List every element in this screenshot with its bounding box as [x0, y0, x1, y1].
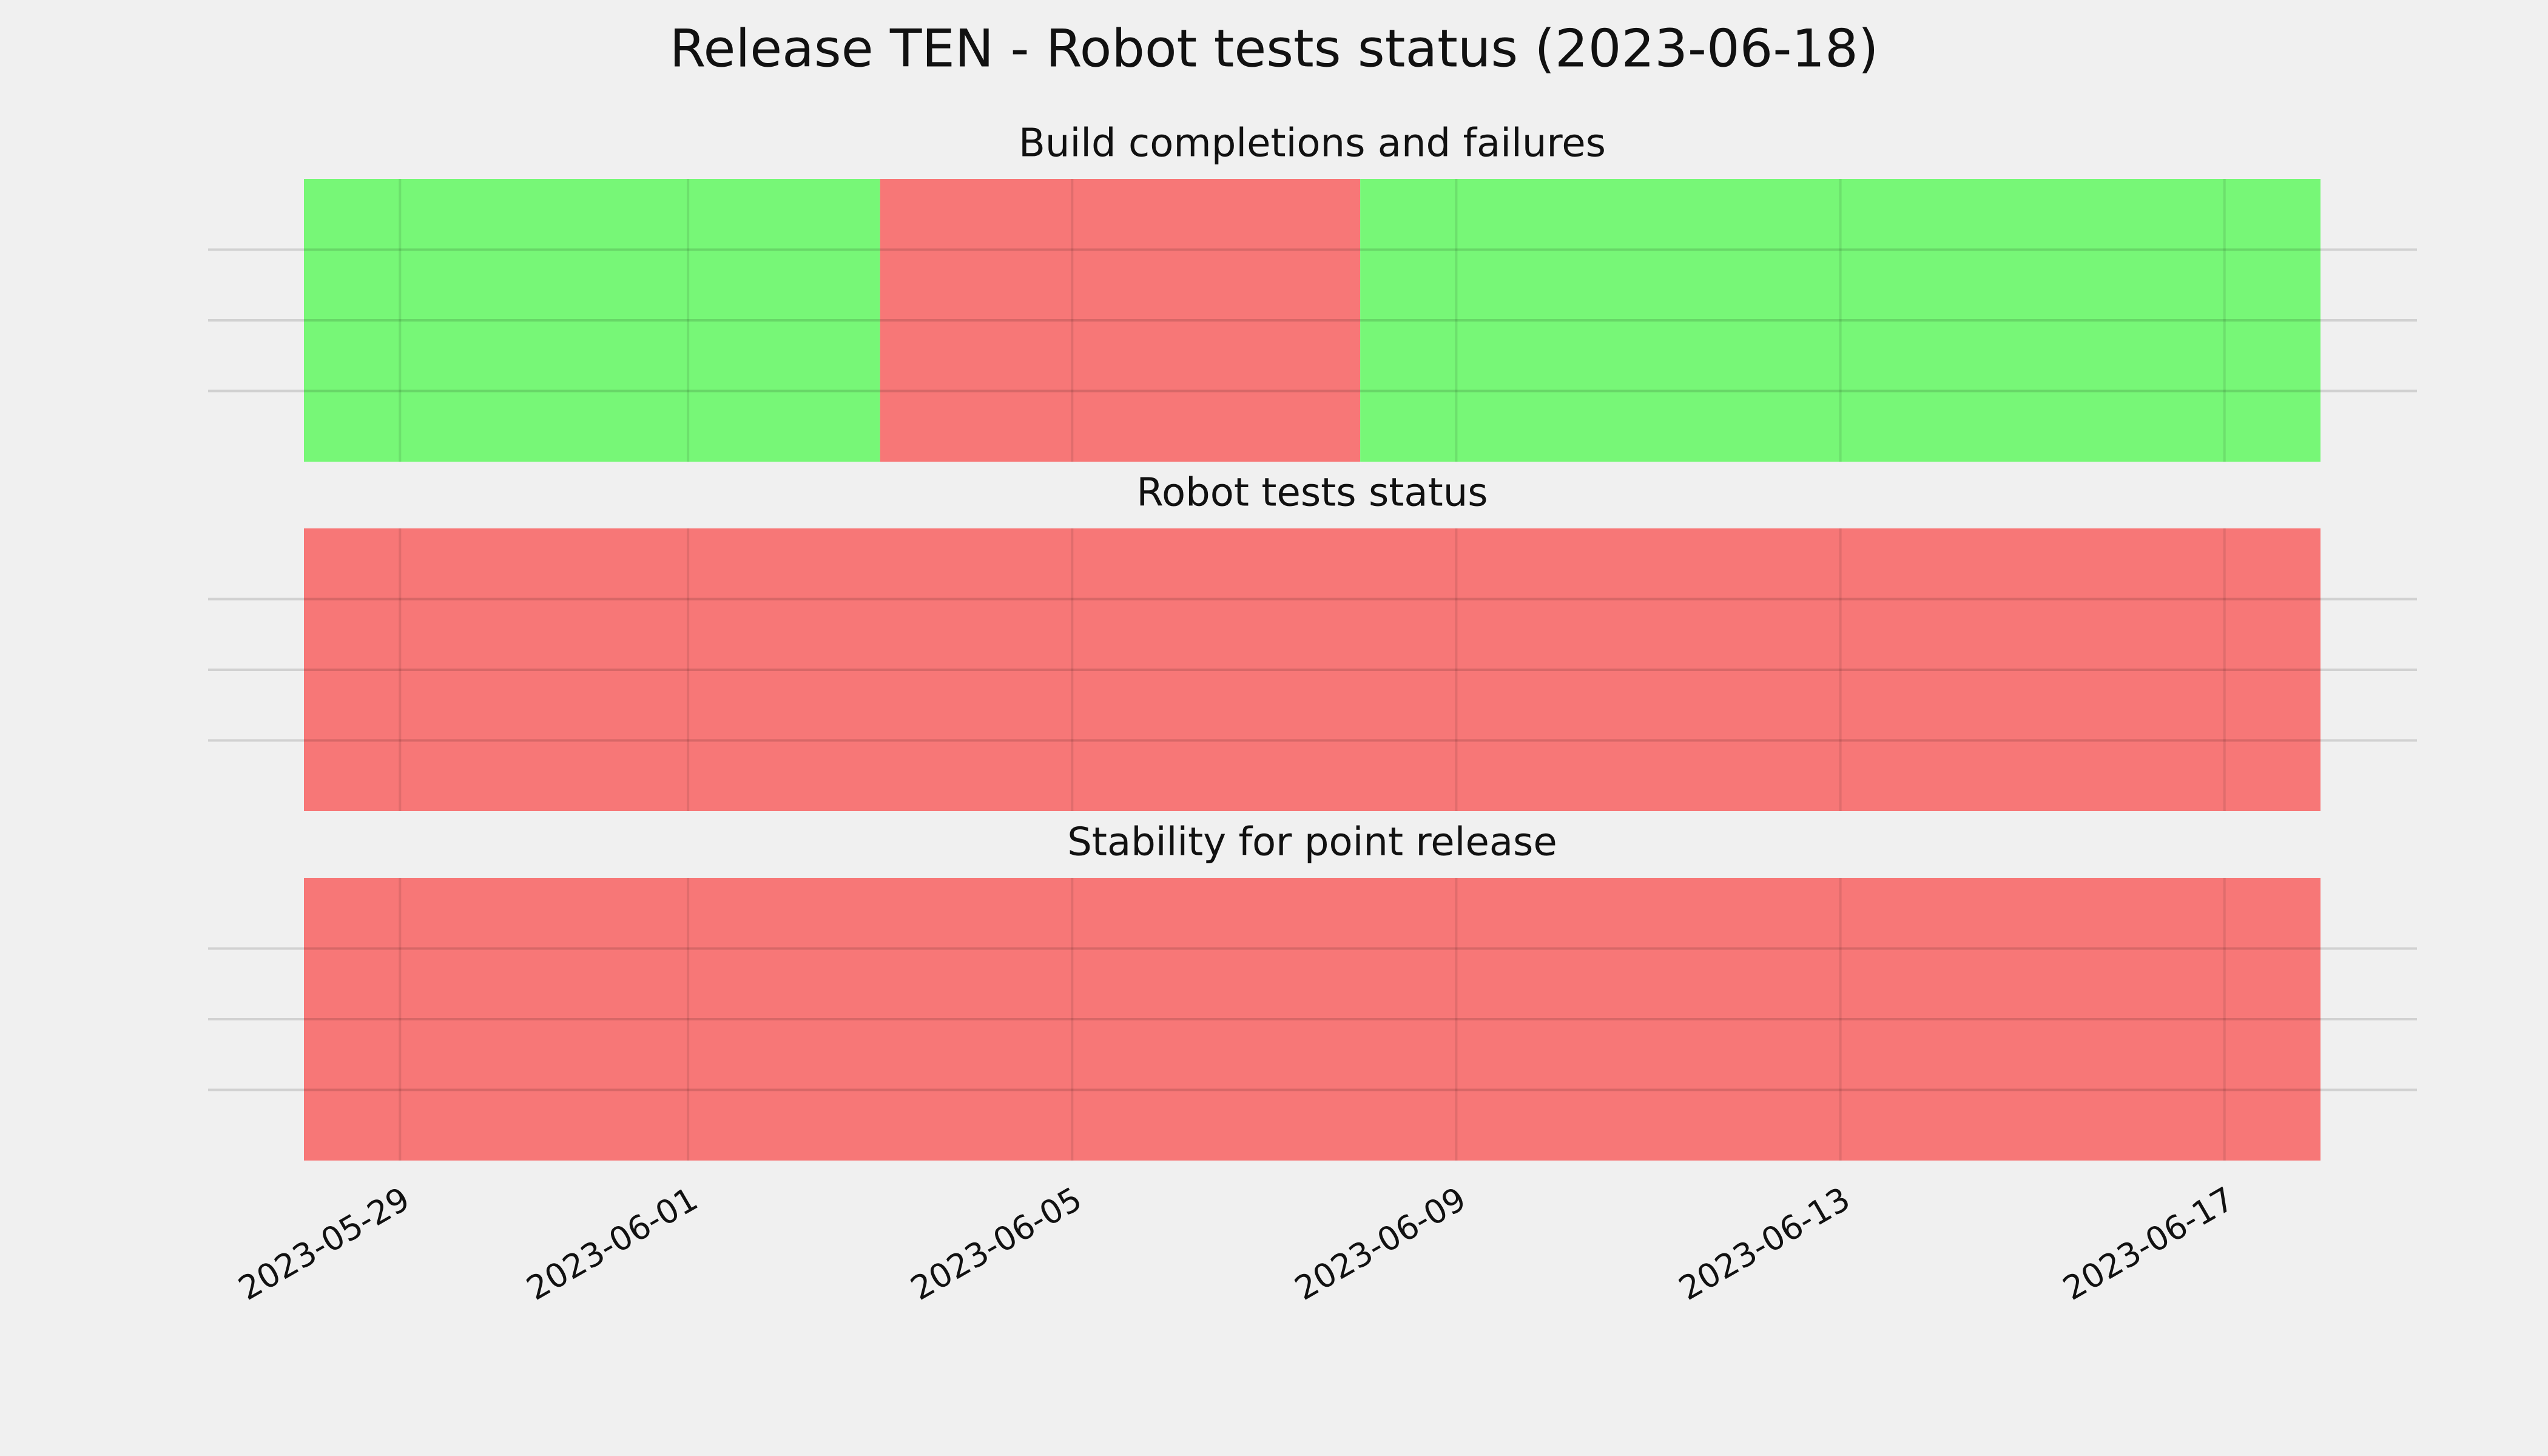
- status-span: [880, 179, 1361, 462]
- status-span: [1360, 179, 2320, 462]
- status-span: [304, 179, 880, 462]
- panel-title: Stability for point release: [1067, 820, 1557, 865]
- chart-title: Release TEN - Robot tests status (2023-0…: [670, 18, 1879, 79]
- panel-title: Build completions and failures: [1019, 121, 1606, 166]
- status-span: [304, 878, 2320, 1161]
- status-span: [304, 528, 2320, 811]
- panel-title: Robot tests status: [1136, 471, 1488, 516]
